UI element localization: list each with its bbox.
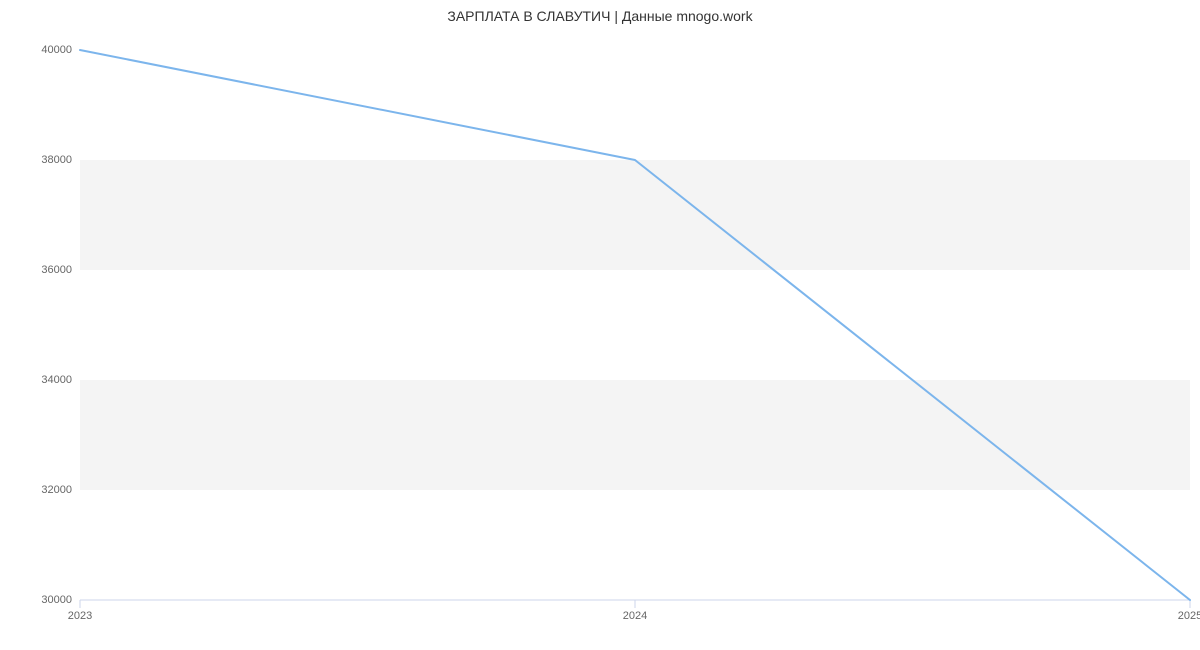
chart-plot-svg (0, 0, 1200, 650)
y-axis-tick-label: 38000 (41, 154, 72, 166)
x-axis-tick-label: 2023 (68, 610, 92, 622)
salary-line-chart: ЗАРПЛАТА В СЛАВУТИЧ | Данные mnogo.work … (0, 0, 1200, 650)
y-axis-tick-label: 30000 (41, 594, 72, 606)
y-axis-tick-label: 40000 (41, 44, 72, 56)
x-axis-tick-label: 2025 (1178, 610, 1200, 622)
y-axis-tick-label: 34000 (41, 374, 72, 386)
y-axis-tick-label: 32000 (41, 484, 72, 496)
y-axis-tick-label: 36000 (41, 264, 72, 276)
x-axis-tick-label: 2024 (623, 610, 647, 622)
